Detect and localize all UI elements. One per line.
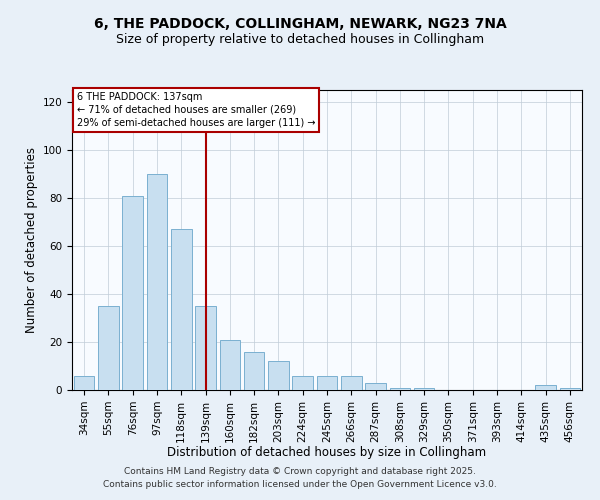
- Bar: [220, 340, 240, 390]
- Text: Contains HM Land Registry data © Crown copyright and database right 2025.: Contains HM Land Registry data © Crown c…: [124, 467, 476, 476]
- Bar: [317, 376, 337, 390]
- Bar: [365, 383, 386, 390]
- Text: Size of property relative to detached houses in Collingham: Size of property relative to detached ho…: [116, 32, 484, 46]
- Text: 6 THE PADDOCK: 137sqm
← 71% of detached houses are smaller (269)
29% of semi-det: 6 THE PADDOCK: 137sqm ← 71% of detached …: [77, 92, 316, 128]
- Bar: [292, 376, 313, 390]
- Bar: [74, 376, 94, 390]
- Bar: [171, 229, 191, 390]
- Text: 6, THE PADDOCK, COLLINGHAM, NEWARK, NG23 7NA: 6, THE PADDOCK, COLLINGHAM, NEWARK, NG23…: [94, 18, 506, 32]
- Text: Contains public sector information licensed under the Open Government Licence v3: Contains public sector information licen…: [103, 480, 497, 489]
- Bar: [268, 361, 289, 390]
- X-axis label: Distribution of detached houses by size in Collingham: Distribution of detached houses by size …: [167, 446, 487, 459]
- Y-axis label: Number of detached properties: Number of detached properties: [25, 147, 38, 333]
- Bar: [414, 388, 434, 390]
- Bar: [244, 352, 265, 390]
- Bar: [560, 388, 580, 390]
- Bar: [535, 385, 556, 390]
- Bar: [389, 388, 410, 390]
- Bar: [341, 376, 362, 390]
- Bar: [146, 174, 167, 390]
- Bar: [122, 196, 143, 390]
- Bar: [98, 306, 119, 390]
- Bar: [195, 306, 216, 390]
